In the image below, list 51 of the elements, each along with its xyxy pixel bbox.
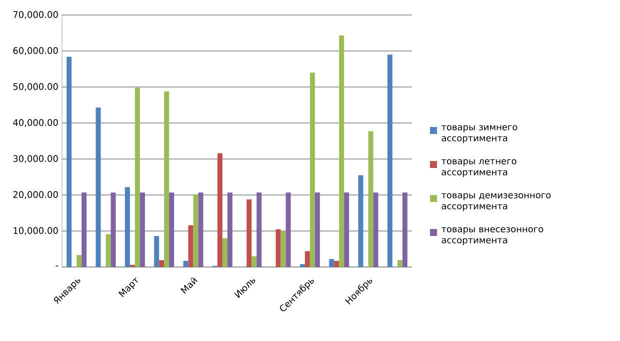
legend-label: товары летнего ассортимента bbox=[441, 159, 516, 178]
bar bbox=[76, 255, 82, 267]
bar bbox=[286, 192, 291, 267]
bar bbox=[154, 236, 160, 267]
bar bbox=[300, 264, 305, 267]
bar bbox=[82, 192, 87, 267]
bar bbox=[402, 192, 408, 267]
bar bbox=[193, 194, 198, 267]
bar bbox=[358, 175, 364, 267]
bar bbox=[246, 199, 252, 267]
bar bbox=[280, 231, 286, 267]
bar bbox=[164, 91, 170, 267]
bar bbox=[397, 260, 402, 267]
bar bbox=[339, 36, 344, 267]
y-tick-label: 60,000.00 bbox=[13, 47, 58, 55]
bar bbox=[227, 192, 232, 267]
bar bbox=[159, 260, 164, 267]
y-tick-label: 50,000.00 bbox=[13, 83, 58, 91]
bar bbox=[169, 192, 174, 267]
bar bbox=[310, 72, 315, 267]
y-tick-label: 20,000.00 bbox=[13, 191, 58, 199]
y-tick-label: 40,000.00 bbox=[13, 119, 58, 127]
bar bbox=[183, 260, 188, 267]
bar bbox=[140, 192, 145, 267]
bar bbox=[304, 251, 310, 267]
bar bbox=[110, 192, 116, 267]
legend-label: товары внесезонного ассортимента bbox=[441, 227, 544, 246]
bar bbox=[368, 131, 374, 267]
bar bbox=[334, 260, 340, 267]
bar bbox=[198, 192, 204, 267]
bar bbox=[387, 54, 392, 267]
bar bbox=[188, 225, 194, 267]
bar bbox=[222, 238, 228, 267]
bar bbox=[329, 259, 334, 267]
y-tick-label: 30,000.00 bbox=[13, 155, 58, 163]
bar bbox=[124, 187, 130, 267]
bar bbox=[134, 88, 140, 267]
bar bbox=[106, 234, 111, 267]
bar bbox=[252, 256, 257, 267]
bar bbox=[314, 192, 320, 267]
bar bbox=[96, 108, 101, 267]
bar bbox=[256, 192, 262, 267]
legend-label: товары демизезонного ассортимента bbox=[441, 193, 551, 212]
y-tick-label: 70,000.00 bbox=[13, 11, 58, 19]
bar bbox=[344, 192, 350, 267]
legend-label: товары зимнего ассортимента bbox=[441, 125, 518, 144]
y-tick-label: 10,000.00 bbox=[14, 227, 58, 235]
bar bbox=[276, 229, 281, 267]
bar bbox=[66, 56, 72, 267]
bar bbox=[217, 153, 222, 267]
bar bbox=[373, 192, 378, 267]
